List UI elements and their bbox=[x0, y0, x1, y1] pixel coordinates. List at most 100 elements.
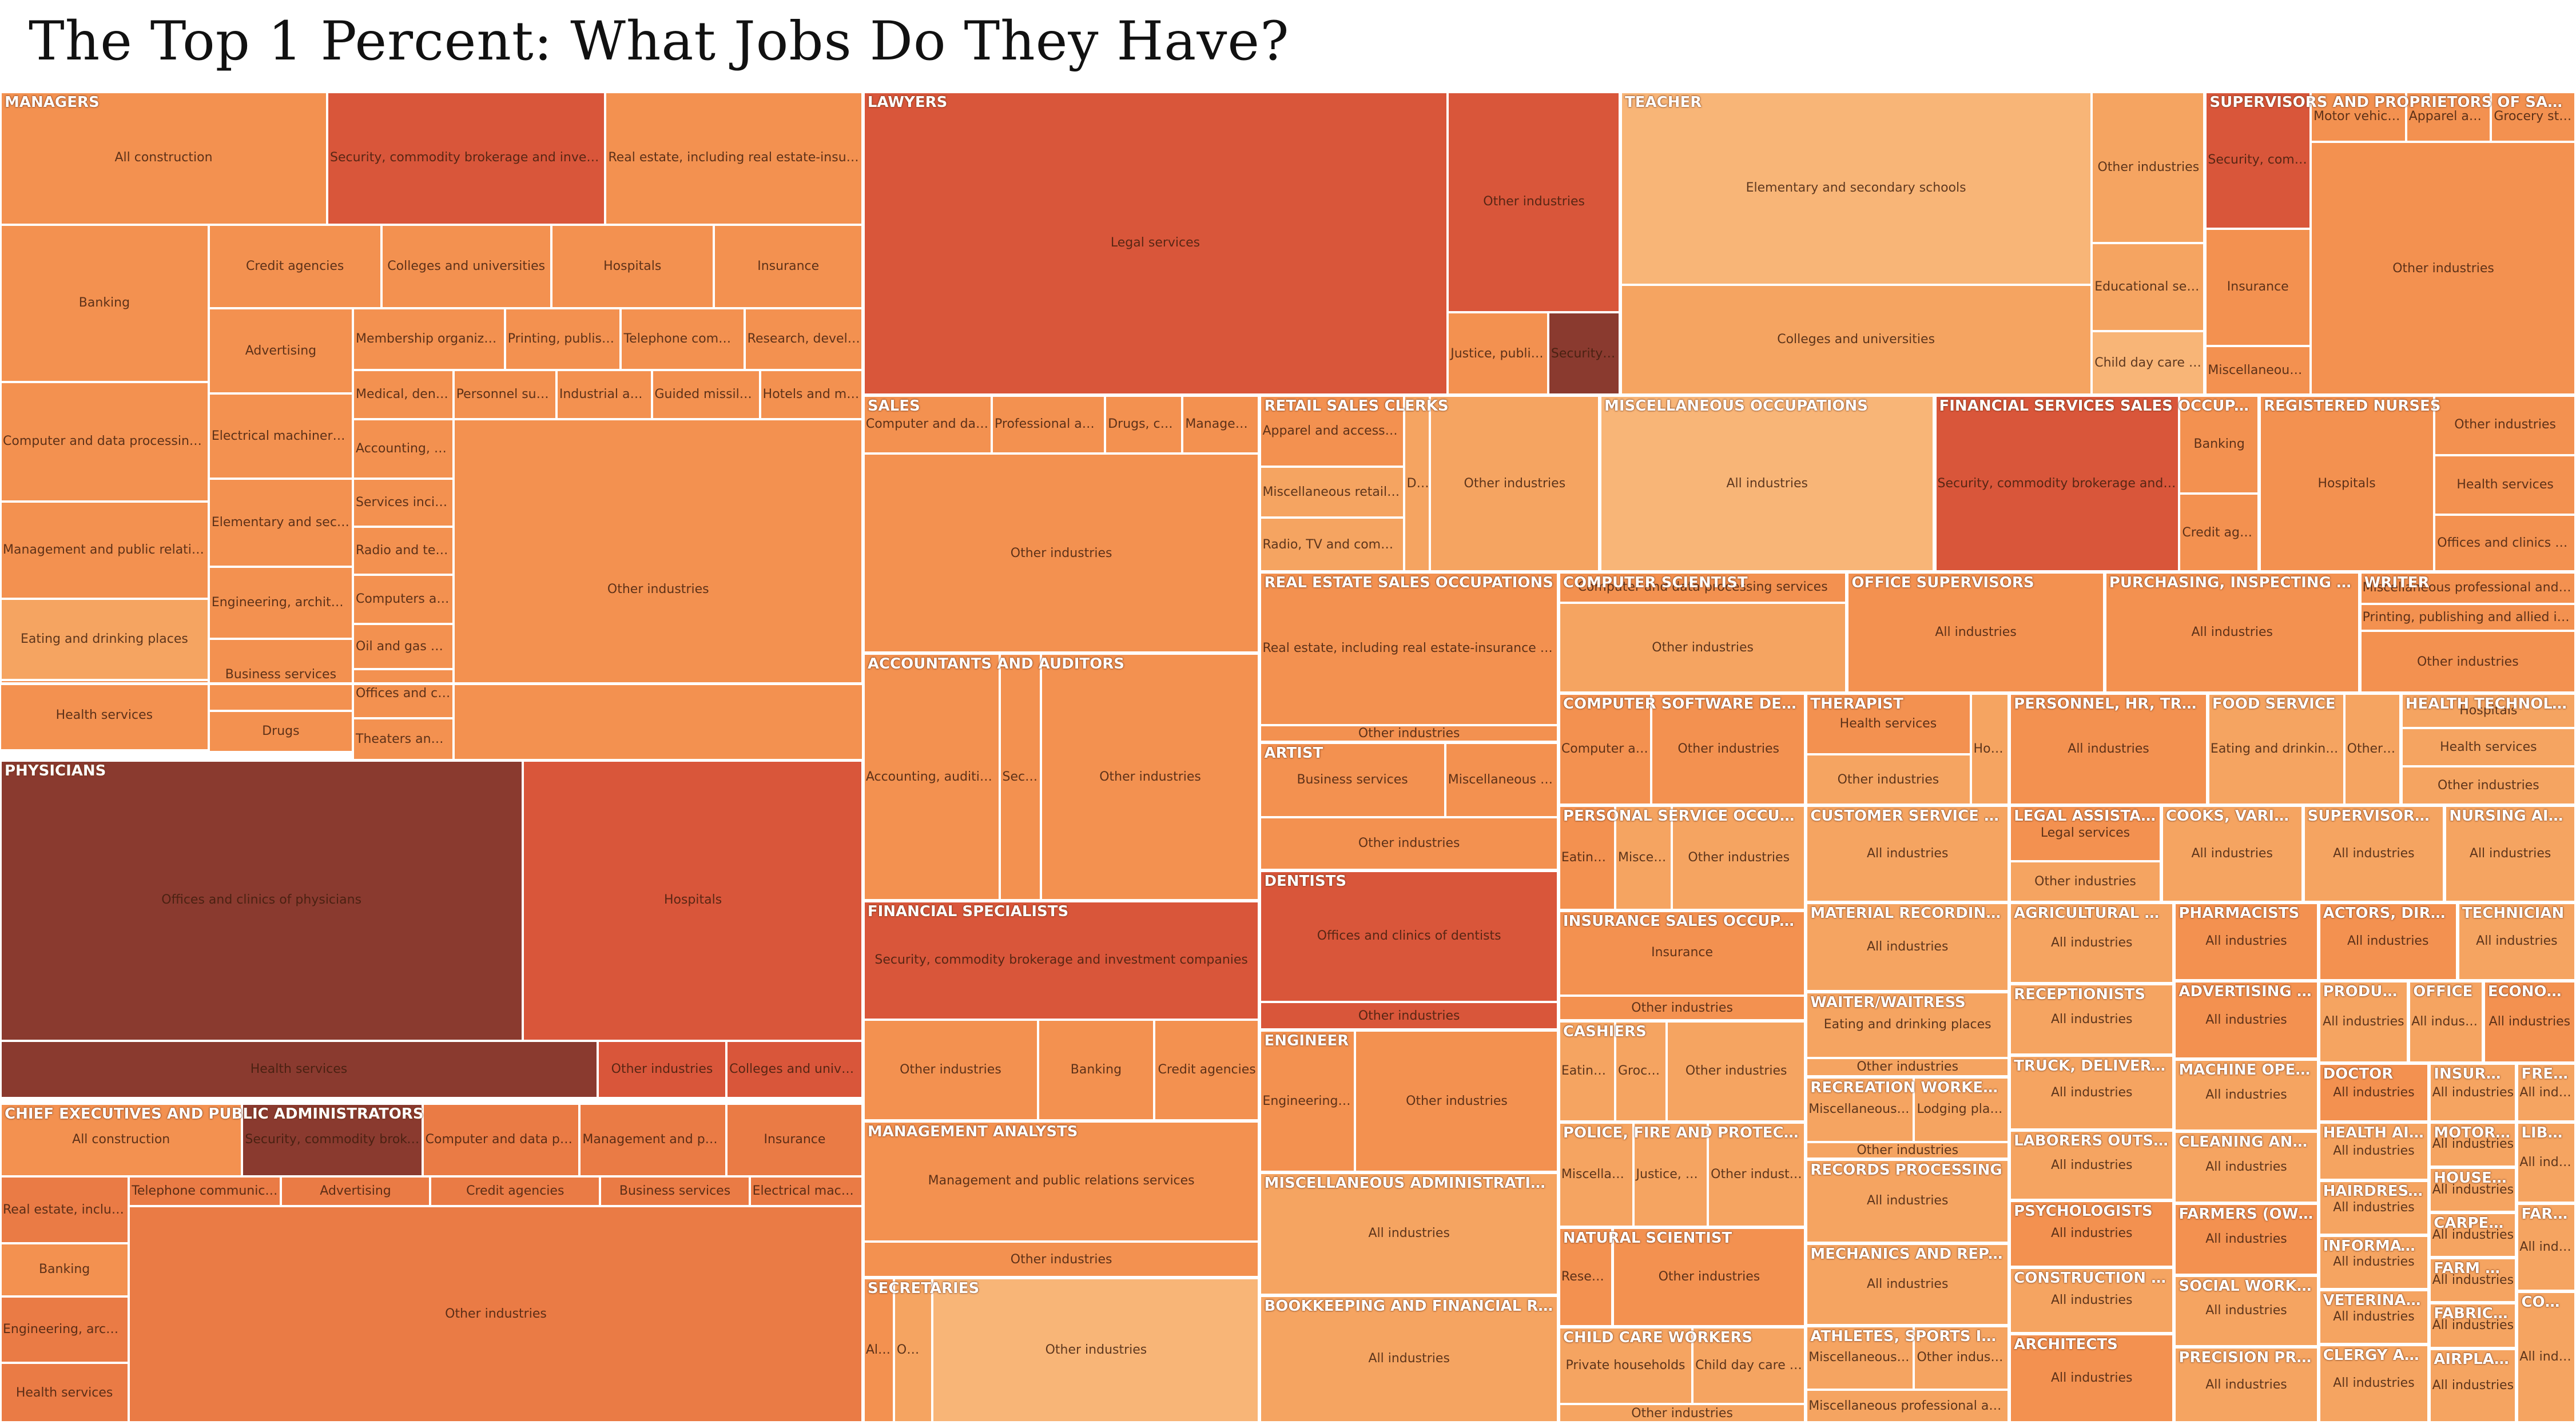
treemap-cell-health-aides-0[interactable]: All industries bbox=[2318, 1121, 2430, 1181]
treemap-cell-athletes-sports-instructors-and-officials-0[interactable]: Miscellaneous entertainment and recreati… bbox=[1806, 1326, 1914, 1390]
treemap-cell-receptionists-0[interactable]: All industries bbox=[2009, 983, 2175, 1056]
treemap-cell-physicians-0[interactable]: Offices and clinics of physicians bbox=[0, 759, 523, 1041]
treemap-cell-police-fire-and-protective-services-1[interactable]: Justice, public order and safety bbox=[1633, 1121, 1708, 1227]
treemap-cell-managers-7[interactable]: Insurance bbox=[713, 224, 863, 309]
treemap-cell-chief-executives-and-public-administrators-12[interactable]: Engineering, architectural and surveying… bbox=[0, 1296, 129, 1363]
treemap-cell-managers-21[interactable]: Management and public relations services bbox=[0, 502, 209, 599]
treemap-cell-housekeepers-0[interactable]: All industries bbox=[2429, 1167, 2517, 1213]
treemap-cell-personnel-hr-training-and-labor-relations-0[interactable]: All industries bbox=[2009, 693, 2208, 805]
treemap-cell-managers-17[interactable]: Industrial and miscellaneous chemicals bbox=[556, 369, 652, 419]
treemap-cell-police-fire-and-protective-services-0[interactable]: Miscellaneous personal services bbox=[1558, 1121, 1633, 1227]
treemap-cell-managers-9[interactable]: Membership organizations bbox=[353, 308, 505, 370]
treemap-cell-carpenters-0[interactable]: All industries bbox=[2429, 1212, 2517, 1258]
treemap-cell-cashiers-0[interactable]: Eating and drinking places bbox=[1558, 1020, 1615, 1122]
treemap-cell-engineer-0[interactable]: Engineering, architectural and surveying… bbox=[1259, 1030, 1355, 1173]
treemap-cell-managers-26[interactable]: Computers and related equipment bbox=[353, 575, 454, 625]
treemap-cell-managers-27[interactable]: Eating and drinking places bbox=[0, 598, 209, 680]
treemap-cell-managers-3[interactable]: Banking bbox=[0, 224, 209, 382]
treemap-cell-secretaries-1[interactable]: Offices and clinics of physicians bbox=[893, 1278, 933, 1423]
treemap-cell-sales-1[interactable]: Professional and commercial equipment bbox=[992, 395, 1106, 454]
treemap-cell-child-care-workers-0[interactable]: Private households bbox=[1558, 1327, 1693, 1405]
treemap-cell-child-care-workers-1[interactable]: Child day care services bbox=[1692, 1327, 1806, 1405]
treemap-cell-supervisors-and-proprietors-of-sales-jobs-3[interactable]: Grocery stores bbox=[2491, 92, 2576, 142]
treemap-cell-airplane-pilots-and-navigators-0[interactable]: All industries bbox=[2429, 1348, 2517, 1423]
treemap-cell-teacher-2[interactable]: Other industries bbox=[2092, 92, 2205, 244]
treemap-cell-managers-14[interactable]: Electrical machinery, equipment and supp… bbox=[208, 393, 353, 479]
treemap-cell-chief-executives-and-public-administrators-10[interactable]: Electrical machinery, equipment and supp… bbox=[749, 1176, 863, 1206]
treemap-cell-secretaries-0[interactable]: All industries bbox=[862, 1278, 894, 1423]
treemap-cell-fabricators-0[interactable]: All industries bbox=[2429, 1303, 2517, 1349]
treemap-cell-legal-assistants-1[interactable]: Other industries bbox=[2009, 861, 2161, 902]
treemap-cell-food-service-0[interactable]: Eating and drinking places bbox=[2207, 693, 2344, 805]
treemap-cell-financial-services-sales-occupations-1[interactable]: Banking bbox=[2179, 395, 2259, 494]
treemap-cell-artist-2[interactable]: Other industries bbox=[1259, 817, 1559, 870]
treemap-cell-nursing-aides-and-orderlies-0[interactable]: All industries bbox=[2444, 805, 2576, 902]
treemap-cell-machine-operators-0[interactable]: All industries bbox=[2174, 1059, 2319, 1132]
treemap-cell-chief-executives-and-public-administrators-6[interactable]: Telephone communications bbox=[129, 1176, 281, 1206]
treemap-cell-managers-15[interactable]: Medical, dental and optical instruments bbox=[353, 369, 454, 419]
treemap-cell-technician-0[interactable]: All industries bbox=[2457, 902, 2576, 981]
treemap-cell-registered-nurses-3[interactable]: Offices and clinics of physicians bbox=[2434, 515, 2576, 572]
treemap-cell-chief-executives-and-public-administrators-1[interactable]: Security, commodity brokerage and invest… bbox=[242, 1103, 423, 1177]
treemap-cell-lawyers-1[interactable]: Other industries bbox=[1448, 92, 1620, 313]
treemap-cell-financial-specialists-1[interactable]: Other industries bbox=[862, 1019, 1039, 1121]
treemap-cell-chief-executives-and-public-administrators-13[interactable]: Health services bbox=[0, 1363, 129, 1423]
treemap-cell-lawyers-2[interactable]: Justice, public order and safety bbox=[1448, 312, 1548, 395]
treemap-cell-managers-12[interactable]: Research, development and testing servic… bbox=[744, 308, 863, 370]
treemap-cell-accountants-and-auditors-0[interactable]: Accounting, auditing and bookkeeping ser… bbox=[862, 653, 1000, 901]
treemap-cell-supervisors-and-proprietors-of-sales-jobs-0[interactable]: Security, commodity brokerage and invest… bbox=[2205, 92, 2311, 229]
treemap-cell-miscellaneous-administrative-support-0[interactable]: All industries bbox=[1259, 1172, 1559, 1295]
treemap-cell-retail-sales-clerks-4[interactable]: Radio, TV and computer stores bbox=[1259, 517, 1404, 572]
treemap-cell-supervisors-and-proprietors-of-sales-jobs-2[interactable]: Apparel and accessory stores bbox=[2406, 92, 2491, 142]
treemap-cell-social-workers-0[interactable]: All industries bbox=[2174, 1275, 2319, 1347]
treemap-cell-producers-0[interactable]: All industries bbox=[2318, 981, 2409, 1064]
treemap-cell-dentists-0[interactable]: Offices and clinics of dentists bbox=[1259, 870, 1559, 1003]
treemap-cell-management-analysts-1[interactable]: Other industries bbox=[862, 1242, 1260, 1278]
treemap-cell-chief-executives-and-public-administrators-4[interactable]: Insurance bbox=[726, 1103, 863, 1177]
treemap-cell-managers-34[interactable]: Other industries bbox=[453, 419, 863, 760]
treemap-cell-counselors-0[interactable]: All industries bbox=[2517, 1291, 2576, 1423]
treemap-cell-managers-31[interactable]: Health services bbox=[0, 679, 209, 751]
treemap-cell-food-service-1[interactable]: Other industries bbox=[2344, 693, 2401, 805]
treemap-cell-natural-scientist-1[interactable]: Other industries bbox=[1612, 1227, 1806, 1327]
treemap-cell-financial-specialists-0[interactable]: Security, commodity brokerage and invest… bbox=[862, 901, 1260, 1020]
treemap-cell-computer-scientist-1[interactable]: Other industries bbox=[1558, 602, 1847, 694]
treemap-cell-managers-13[interactable]: Computer and data processing services bbox=[0, 381, 209, 502]
treemap-cell-managers-6[interactable]: Hospitals bbox=[551, 224, 714, 309]
treemap-cell-supervisors-of-service-workers-0[interactable]: All industries bbox=[2303, 805, 2445, 902]
treemap-cell-chief-executives-and-public-administrators-7[interactable]: Advertising bbox=[280, 1176, 431, 1206]
treemap-cell-athletes-sports-instructors-and-officials-2[interactable]: Miscellaneous professional and related s… bbox=[1806, 1389, 2010, 1423]
treemap-cell-retail-sales-clerks-1[interactable]: Department stores bbox=[1404, 395, 1430, 572]
treemap-cell-veterinarians-0[interactable]: All industries bbox=[2318, 1290, 2430, 1345]
treemap-cell-chief-executives-and-public-administrators-3[interactable]: Management and public relations services bbox=[579, 1103, 727, 1177]
treemap-cell-waiter-waitress-1[interactable]: Other industries bbox=[1806, 1058, 2010, 1077]
treemap-cell-bookkeeping-and-financial-records-processing-0[interactable]: All industries bbox=[1259, 1295, 1559, 1423]
treemap-cell-chief-executives-and-public-administrators-8[interactable]: Credit agencies bbox=[430, 1176, 601, 1206]
treemap-cell-managers-0[interactable]: All construction bbox=[0, 92, 327, 225]
treemap-cell-health-technologist-0[interactable]: Hospitals bbox=[2400, 693, 2576, 728]
treemap-cell-managers-8[interactable]: Advertising bbox=[208, 308, 353, 394]
treemap-cell-cashiers-1[interactable]: Grocery stores bbox=[1615, 1020, 1667, 1122]
treemap-cell-artist-0[interactable]: Business services bbox=[1259, 742, 1445, 817]
treemap-cell-records-processing-0[interactable]: All industries bbox=[1806, 1159, 2010, 1243]
treemap-cell-computer-software-developers-0[interactable]: Computer and data processing services bbox=[1558, 693, 1652, 805]
treemap-cell-managers-1[interactable]: Security, commodity brokerage and invest… bbox=[327, 92, 606, 225]
treemap-cell-accountants-and-auditors-2[interactable]: Other industries bbox=[1040, 653, 1260, 901]
treemap-cell-office-supervisors-0[interactable]: All industries bbox=[1847, 572, 2105, 694]
treemap-cell-lawyers-3[interactable]: Security, commodity brokerage and invest… bbox=[1548, 312, 1620, 395]
treemap-cell-supervisors-and-proprietors-of-sales-jobs-6[interactable]: Miscellaneous retail stores bbox=[2205, 345, 2311, 395]
treemap-cell-material-recording-scheduling-and-distributing-0[interactable]: All industries bbox=[1806, 902, 2010, 992]
treemap-cell-farm-managers-0[interactable]: All industries bbox=[2517, 1203, 2576, 1291]
treemap-cell-managers-5[interactable]: Colleges and universities bbox=[381, 224, 551, 309]
treemap-cell-managers-20[interactable]: Accounting, auditing and bookkeeping ser… bbox=[353, 419, 454, 479]
treemap-cell-sales-4[interactable]: Other industries bbox=[862, 454, 1260, 654]
treemap-cell-chief-executives-and-public-administrators-2[interactable]: Computer and data processing services bbox=[422, 1103, 580, 1177]
treemap-cell-accountants-and-auditors-1[interactable]: Security, commodity brokerage and invest… bbox=[999, 653, 1041, 901]
treemap-cell-therapist-2[interactable]: Other industries bbox=[1806, 754, 1971, 805]
treemap-cell-librarians-0[interactable]: All industries bbox=[2517, 1121, 2576, 1203]
treemap-cell-retail-sales-clerks-3[interactable]: Miscellaneous retail stores bbox=[1259, 467, 1404, 518]
treemap-cell-retail-sales-clerks-0[interactable]: Apparel and accessory stores bbox=[1259, 395, 1404, 467]
treemap-cell-financial-services-sales-occupations-2[interactable]: Credit agencies bbox=[2179, 494, 2259, 572]
treemap-cell-chief-executives-and-public-administrators-14[interactable]: Other industries bbox=[129, 1206, 863, 1423]
treemap-cell-writer-0[interactable]: Miscellaneous professional and related s… bbox=[2359, 572, 2576, 604]
